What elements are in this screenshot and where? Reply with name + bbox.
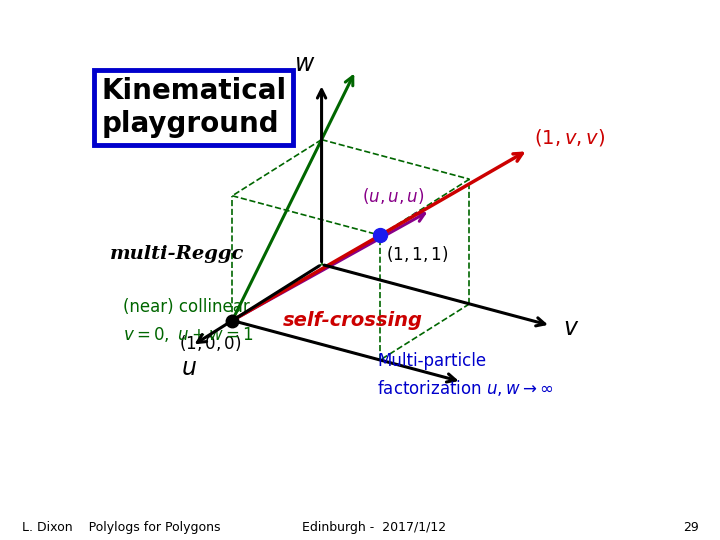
Text: $w$: $w$ xyxy=(294,52,315,76)
Text: 29: 29 xyxy=(683,521,698,534)
Text: $u$: $u$ xyxy=(181,356,197,380)
Text: L. Dixon    Polylogs for Polygons: L. Dixon Polylogs for Polygons xyxy=(22,521,220,534)
Text: (near) collinear
$v=0,\ u+w=1$: (near) collinear $v=0,\ u+w=1$ xyxy=(124,298,254,343)
Text: Kinematical
playground: Kinematical playground xyxy=(101,77,287,138)
Text: multi-Reggc: multi-Reggc xyxy=(109,245,244,263)
Text: $(u,u,u)$: $(u,u,u)$ xyxy=(362,186,424,206)
Text: $(1,v,v)$: $(1,v,v)$ xyxy=(534,127,605,148)
Text: self-crossing: self-crossing xyxy=(282,311,423,330)
Text: Multi-particle
factorization $u,w \rightarrow \infty$: Multi-particle factorization $u,w \right… xyxy=(377,352,554,397)
Text: $(1,0,0)$: $(1,0,0)$ xyxy=(179,333,241,353)
Text: $(1,1,1)$: $(1,1,1)$ xyxy=(386,244,448,264)
Text: $v$: $v$ xyxy=(563,316,580,340)
Text: Edinburgh -  2017/1/12: Edinburgh - 2017/1/12 xyxy=(302,521,446,534)
